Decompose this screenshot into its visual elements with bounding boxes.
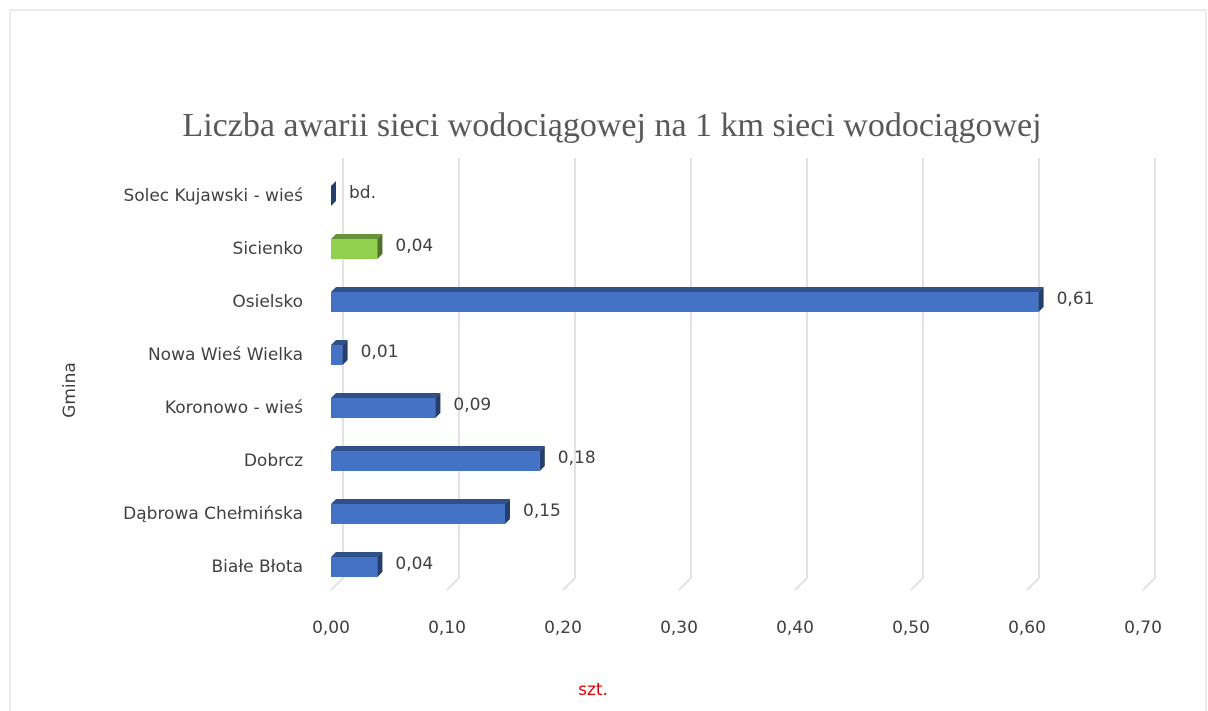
bar-top [331, 446, 545, 451]
x-tick-label: 0,00 [312, 618, 350, 638]
value-label: 0,18 [558, 448, 596, 468]
bar-side [539, 446, 545, 471]
x-tick-label: 0,20 [544, 618, 582, 638]
x-tick-label: 0,50 [892, 618, 930, 638]
value-label: 0,09 [453, 395, 491, 415]
x-tick-label: 0,70 [1124, 618, 1162, 638]
bar [331, 292, 1039, 312]
bar-top [331, 393, 441, 398]
value-label: 0,01 [361, 342, 399, 362]
y-tick-label: Sicienko [233, 239, 303, 259]
y-tick-label: Nowa Wieś Wielka [148, 345, 303, 365]
bar-side [377, 552, 383, 577]
bar [331, 398, 436, 418]
bar-side [505, 499, 510, 524]
bar-top [331, 552, 383, 557]
bar-side [377, 234, 383, 259]
x-tick-label: 0,60 [1008, 618, 1046, 638]
bar-side [1038, 287, 1044, 312]
bar [331, 239, 378, 259]
value-label: 0,15 [523, 501, 561, 521]
bar-side [435, 393, 441, 418]
value-label: bd. [349, 183, 376, 203]
y-tick-label: Dąbrowa Chełmińska [123, 504, 303, 524]
y-tick-label: Osielsko [232, 292, 303, 312]
bar-side [342, 340, 348, 365]
y-tick-label: Koronowo - wieś [165, 398, 303, 418]
y-tick-label: Dobrcz [244, 451, 303, 471]
value-label: 0,04 [395, 236, 433, 256]
x-tick-label: 0,40 [776, 618, 814, 638]
y-axis-title: Gmina [60, 362, 80, 418]
x-axis-title: szt. [578, 680, 608, 700]
value-label: 0,61 [1057, 289, 1095, 309]
chart-title: Liczba awarii sieci wodociągowej na 1 km… [182, 107, 1041, 144]
bar [331, 557, 378, 577]
y-tick-label: Solec Kujawski - wieś [123, 186, 303, 206]
empty-bar-stub [331, 181, 336, 206]
bar-top [331, 234, 383, 239]
bar [331, 345, 343, 365]
x-tick-label: 0,10 [428, 618, 466, 638]
x-tick-label: 0,30 [660, 618, 698, 638]
bar-top [331, 340, 348, 345]
bar-top [331, 499, 510, 504]
value-label: 0,04 [395, 554, 433, 574]
grid-line [1142, 158, 1156, 591]
bar [331, 504, 505, 524]
chart-frame [9, 9, 1207, 711]
y-tick-label: Białe Błota [212, 557, 303, 577]
bar [331, 451, 540, 471]
bar-top [331, 287, 1044, 292]
